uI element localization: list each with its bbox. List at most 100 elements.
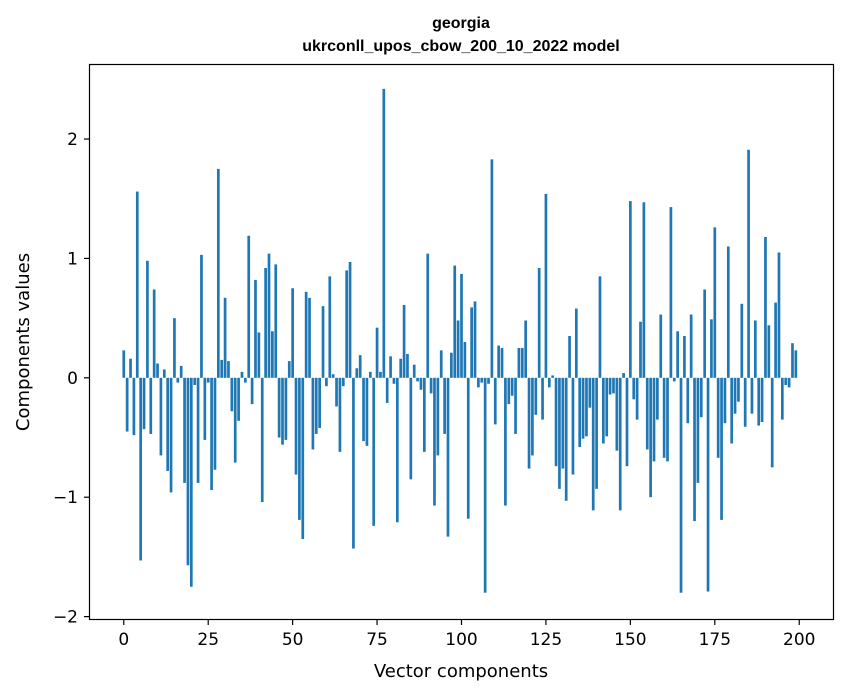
bar-49 bbox=[287, 361, 291, 378]
bar-31 bbox=[227, 361, 230, 378]
bar-96 bbox=[446, 377, 450, 537]
x-tick-label: 175 bbox=[699, 630, 731, 650]
bar-173 bbox=[706, 377, 710, 592]
bar-140 bbox=[595, 377, 598, 489]
bar-167 bbox=[686, 377, 690, 424]
bar-78 bbox=[385, 377, 389, 403]
bar-137 bbox=[585, 377, 588, 437]
bar-24 bbox=[203, 377, 207, 440]
bar-88 bbox=[419, 377, 423, 390]
bar-54 bbox=[304, 291, 308, 378]
x-axis-ticks: 0 25 50 75 100 125 150 175 200 bbox=[118, 619, 815, 650]
bar-130 bbox=[561, 377, 565, 469]
bar-153 bbox=[639, 321, 642, 378]
bar-108 bbox=[487, 377, 490, 384]
bar-1 bbox=[125, 377, 129, 432]
bar-59 bbox=[321, 306, 325, 378]
bar-53 bbox=[301, 377, 305, 540]
bar-117 bbox=[517, 347, 521, 378]
bar-85 bbox=[409, 377, 413, 480]
bar-75 bbox=[375, 327, 379, 378]
bar-73 bbox=[368, 371, 372, 378]
bar-195 bbox=[780, 377, 784, 420]
bar-92 bbox=[433, 377, 436, 506]
x-tick-label: 0 bbox=[118, 630, 129, 650]
bar-110 bbox=[493, 377, 497, 425]
bar-69 bbox=[355, 368, 359, 378]
bar-196 bbox=[784, 377, 788, 385]
bar-193 bbox=[774, 302, 777, 378]
bar-66 bbox=[345, 270, 349, 378]
bar-194 bbox=[777, 252, 781, 378]
bar-94 bbox=[439, 350, 443, 378]
bar-91 bbox=[429, 377, 433, 394]
bar-71 bbox=[362, 377, 365, 442]
bar-67 bbox=[348, 262, 352, 378]
bar-46 bbox=[277, 377, 281, 438]
bar-182 bbox=[737, 377, 740, 402]
bar-99 bbox=[456, 320, 460, 378]
bar-21 bbox=[193, 377, 197, 385]
x-tick-label: 25 bbox=[197, 630, 219, 650]
bar-82 bbox=[399, 358, 403, 378]
bar-147 bbox=[618, 377, 622, 511]
bar-48 bbox=[284, 377, 288, 440]
bar-138 bbox=[588, 377, 592, 408]
bar-44 bbox=[271, 331, 274, 378]
bar-124 bbox=[541, 377, 544, 420]
bar-161 bbox=[666, 377, 669, 462]
bar-100 bbox=[460, 273, 463, 378]
bar-188 bbox=[757, 377, 761, 426]
bar-33 bbox=[233, 377, 237, 463]
bar-13 bbox=[166, 377, 170, 471]
bar-157 bbox=[652, 377, 656, 462]
bar-174 bbox=[710, 319, 713, 378]
bar-20 bbox=[189, 377, 193, 587]
y-axis-label: Components values bbox=[13, 253, 34, 431]
bar-144 bbox=[608, 377, 612, 395]
bar-150 bbox=[629, 201, 632, 378]
bar-123 bbox=[537, 267, 541, 378]
bar-107 bbox=[483, 377, 487, 593]
bar-62 bbox=[331, 374, 335, 378]
bar-28 bbox=[216, 168, 220, 378]
y-tick-label: −2 bbox=[53, 608, 78, 628]
bar-126 bbox=[547, 377, 551, 388]
bar-165 bbox=[679, 377, 683, 593]
bar-160 bbox=[662, 377, 666, 458]
bar-72 bbox=[365, 377, 369, 446]
bar-55 bbox=[308, 297, 311, 378]
bar-84 bbox=[406, 353, 409, 378]
bar-179 bbox=[726, 246, 730, 378]
bar-189 bbox=[760, 377, 764, 422]
bar-186 bbox=[750, 377, 754, 414]
chart-title: georgia bbox=[432, 15, 490, 32]
bar-155 bbox=[645, 377, 649, 450]
bar-101 bbox=[463, 342, 467, 378]
bar-166 bbox=[683, 336, 686, 378]
bar-41 bbox=[260, 377, 264, 502]
x-tick-label: 125 bbox=[530, 630, 562, 650]
bar-4 bbox=[135, 191, 139, 378]
bar-50 bbox=[291, 288, 294, 378]
bar-149 bbox=[625, 377, 629, 467]
bar-122 bbox=[534, 377, 538, 415]
bar-95 bbox=[443, 377, 446, 434]
x-tick-label: 75 bbox=[366, 630, 388, 650]
bar-36 bbox=[244, 377, 247, 383]
bar-65 bbox=[341, 377, 345, 387]
bar-181 bbox=[733, 377, 737, 414]
x-tick-label: 50 bbox=[282, 630, 304, 650]
bar-163 bbox=[672, 377, 676, 382]
bar-58 bbox=[318, 377, 322, 428]
bars-group bbox=[122, 88, 798, 593]
bar-35 bbox=[240, 371, 244, 378]
bar-104 bbox=[473, 301, 477, 378]
bar-51 bbox=[294, 377, 298, 475]
bar-131 bbox=[564, 377, 568, 501]
bar-121 bbox=[531, 377, 534, 456]
bar-57 bbox=[314, 377, 318, 434]
bar-23 bbox=[200, 254, 203, 378]
bar-143 bbox=[605, 377, 609, 437]
